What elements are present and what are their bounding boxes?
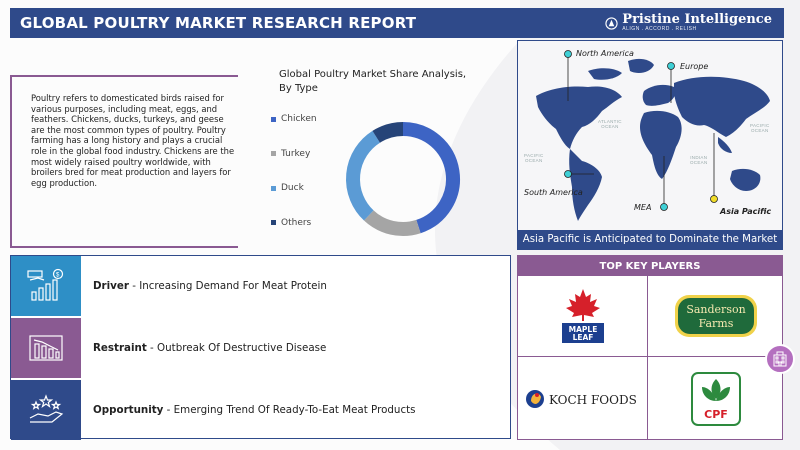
brand-tagline: ALIGN . ACCORD . RELISH [622, 26, 697, 32]
chart-title: Global Poultry Market Share Analysis, By… [279, 69, 467, 94]
ocean-label: PACIFIC OCEAN [750, 123, 770, 133]
logo-maple-leaf: MAPLE LEAF [518, 276, 647, 356]
logo-cpf: CPF [648, 357, 784, 440]
factor-row-opportunity: Opportunity - Emerging Trend Of Ready-To… [11, 380, 510, 440]
logo-text-maple: MAPLE [568, 325, 597, 334]
legend-label: Turkey [281, 148, 311, 159]
logo-sanderson-farms: Sanderson Farms [648, 276, 784, 356]
chart-legend: Chicken Turkey Duck Others [271, 112, 317, 250]
region-label-south-america: South America [524, 188, 583, 197]
legend-label: Chicken [281, 114, 317, 124]
brand-name: Pristine Intelligence [622, 12, 772, 27]
logo-text-koch: KOCH FOODS [549, 393, 637, 407]
ocean-label: PACIFIC OCEAN [524, 153, 544, 163]
market-factors-panel: $ Driver - Increasing Demand For Meat Pr… [10, 255, 511, 440]
logo-text-leaf: LEAF [572, 333, 593, 342]
grid-divider [518, 356, 784, 357]
donut-slice-duck [346, 130, 381, 221]
legend-item-duck: Duck [271, 181, 317, 195]
legend-swatch [271, 220, 276, 225]
legend-swatch [271, 116, 276, 122]
page-title: GLOBAL POULTRY MARKET RESEARCH REPORT [20, 14, 417, 32]
legend-label: Others [281, 217, 312, 228]
brand-icon [605, 16, 618, 30]
legend-swatch [271, 151, 276, 156]
factor-text-opportunity: Opportunity - Emerging Trend Of Ready-To… [93, 404, 416, 416]
world-map-panel: North America Europe South America MEA A… [517, 40, 783, 250]
declining-chart-icon [11, 318, 81, 378]
brand-logo[interactable]: Pristine Intelligence ALIGN . ACCORD . R… [605, 12, 772, 32]
logo-text-cpf: CPF [704, 408, 728, 421]
donut-slice-others [372, 122, 404, 143]
logo-text-farms: Farms [699, 317, 734, 330]
region-label-asia-pacific: Asia Pacific [720, 207, 772, 216]
grid-divider [647, 276, 648, 440]
legend-swatch [271, 185, 276, 191]
description-frame [10, 75, 238, 248]
region-label-mea: MEA [634, 203, 652, 212]
building-icon[interactable] [765, 344, 795, 374]
factor-text-restraint: Restraint - Outbreak Of Destructive Dise… [93, 342, 327, 354]
factor-text-driver: Driver - Increasing Demand For Meat Prot… [93, 280, 327, 292]
key-players-panel: TOP KEY PLAYERS MAPLE LEAF Sanderson Far… [517, 255, 784, 440]
donut-slice-chicken [402, 122, 460, 234]
region-label-europe: Europe [680, 62, 709, 71]
factor-row-driver: $ Driver - Increasing Demand For Meat Pr… [11, 256, 510, 316]
legend-item-turkey: Turkey [271, 147, 317, 161]
donut-slice-turkey [363, 210, 421, 236]
legend-label: Duck [281, 183, 304, 193]
ocean-label: ATLANTIC OCEAN [598, 119, 622, 129]
logo-text-sanderson: Sanderson [686, 303, 745, 316]
description-text: Poultry refers to domesticated birds rai… [31, 93, 235, 188]
hand-stars-icon [11, 380, 81, 440]
chart-growth-icon: $ [11, 256, 81, 316]
svg-text:$: $ [56, 273, 60, 279]
header-bar: GLOBAL POULTRY MARKET RESEARCH REPORT Pr… [10, 8, 784, 38]
world-map [536, 50, 770, 221]
legend-item-chicken: Chicken [271, 112, 317, 126]
legend-item-others: Others [271, 216, 317, 230]
donut-chart [346, 122, 460, 236]
factor-row-restraint: Restraint - Outbreak Of Destructive Dise… [11, 318, 510, 378]
logo-koch-foods: KOCH FOODS [518, 357, 647, 440]
region-label-north-america: North America [576, 49, 634, 58]
map-caption: Asia Pacific is Anticipated to Dominate … [518, 230, 782, 249]
key-players-title: TOP KEY PLAYERS [518, 256, 782, 276]
ocean-label: INDIAN OCEAN [690, 155, 708, 165]
